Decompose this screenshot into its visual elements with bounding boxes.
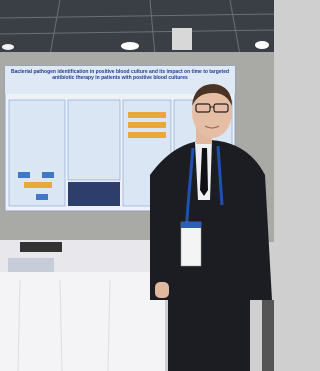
poster-title-box: Bacterial pathogen identification in pos… — [10, 69, 230, 93]
pillar — [172, 28, 192, 50]
laptop — [20, 242, 62, 252]
ceiling-light — [255, 41, 269, 49]
floor-bag — [262, 300, 274, 371]
photo: Bacterial pathogen identification in pos… — [0, 0, 274, 371]
poster-title: Bacterial pathogen identification in pos… — [10, 69, 230, 81]
papers — [8, 258, 54, 272]
ceiling-light — [2, 44, 14, 50]
ceiling-light — [121, 42, 139, 50]
